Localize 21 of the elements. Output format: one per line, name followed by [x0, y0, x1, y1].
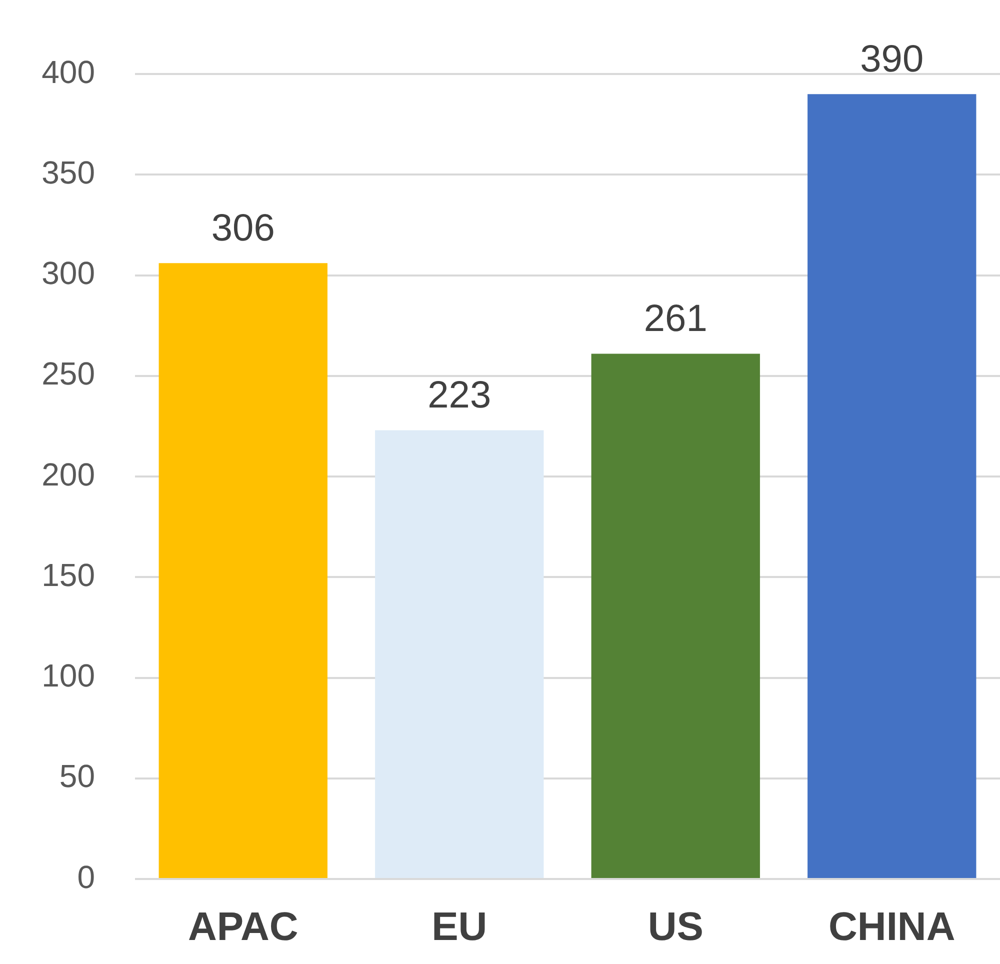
- x-tick-label: EU: [432, 905, 488, 950]
- y-tick-label: 400: [42, 54, 95, 90]
- bar: [808, 94, 976, 878]
- data-label: 306: [211, 208, 275, 250]
- x-tick-label: APAC: [188, 905, 298, 950]
- data-label: 390: [860, 38, 924, 81]
- y-tick-label: 150: [42, 556, 95, 593]
- y-tick-label: 350: [42, 154, 95, 190]
- y-tick-label: 0: [77, 858, 95, 895]
- y-tick-label: 300: [42, 255, 95, 292]
- bar: [158, 263, 328, 878]
- data-label: 261: [644, 298, 708, 340]
- y-tick-label: 100: [42, 658, 95, 694]
- y-tick-label: 200: [42, 456, 95, 492]
- x-tick-label: US: [648, 905, 704, 950]
- bar: [375, 430, 544, 878]
- bar: [591, 354, 760, 878]
- y-tick-label: 50: [59, 758, 95, 794]
- x-tick-label: CHINA: [828, 905, 956, 950]
- y-tick-label: 250: [42, 356, 95, 392]
- data-label: 223: [428, 374, 492, 417]
